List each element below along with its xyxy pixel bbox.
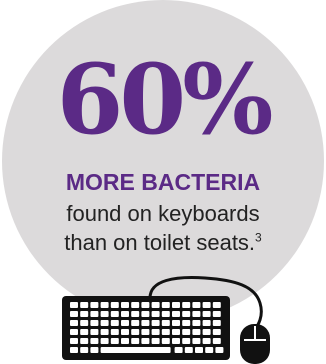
keyboard-key [110,338,119,344]
keyboard-key [192,329,201,335]
body-line-2: than on toilet seats.3 [0,228,326,257]
keyboard-key [141,311,150,317]
keyboard-key [151,311,160,317]
background-circle [2,0,324,322]
keyboard-key [131,302,140,308]
keyboard-key [90,311,99,317]
keyboard-key [202,338,211,344]
keyboard-key [151,338,160,344]
keyboard-key [80,302,89,308]
keyboard-key [70,338,78,344]
keyboard-key [182,311,191,317]
keyboard-key [90,338,99,344]
keyboard-key [172,338,180,344]
keyboard-key [184,347,193,353]
keyboard-key [70,329,78,335]
keyboard-key [192,320,201,326]
keyboard-key [182,338,191,344]
keyboard-key [70,311,78,317]
keyboard-key [70,320,78,326]
keyboard-key [192,338,201,344]
keyboard-key [80,347,89,353]
keyboard-key [161,338,170,344]
keyboard-key [131,338,140,344]
keyboard-key [212,329,221,335]
keyboard-key [161,320,170,326]
keyboard-key [212,338,221,344]
keyboard-key [121,329,129,335]
keyboard-key [100,320,109,326]
keyboard-key [151,320,160,326]
keyboard-key [100,329,109,335]
headline: MORE BACTERIA [65,169,261,195]
keyboard-key [100,347,171,353]
keyboard-key [202,320,211,326]
keyboard-key [141,329,150,335]
keyboard-key [110,329,119,335]
keyboard-key [70,347,78,353]
keyboard-key [100,302,109,308]
keyboard-key [121,338,129,344]
keyboard-key [141,338,150,344]
keyboard-and-mouse-illustration [62,276,270,364]
keyboard-key [90,320,99,326]
keyboard-key [161,311,170,317]
keyboard-key [202,329,211,335]
keyboard-key [110,311,119,317]
keyboard-key [172,320,180,326]
keyboard-key [151,302,160,308]
keyboard-icon [62,296,230,360]
body-text: found on keyboards than on toilet seats.… [0,199,326,257]
keyboard-key [131,329,140,335]
keyboard-key [141,302,150,308]
keyboard-key [121,302,129,308]
keyboard-key [161,329,170,335]
keyboard-key [80,311,89,317]
keyboard-key [70,302,78,308]
keyboard-key [172,311,180,317]
keyboard-key [121,320,129,326]
keyboard-key [141,320,150,326]
keyboard-key [110,320,119,326]
keyboard-key [100,311,109,317]
keyboard-key [172,329,180,335]
keyboard-key [174,347,183,353]
keyboard-key [151,329,160,335]
keyboard-key [172,302,180,308]
keyboard-key [192,311,201,317]
keyboard-key [90,347,99,353]
keyboard-key [121,311,129,317]
keyboard-key [212,302,221,308]
keyboard-key [202,311,211,317]
body-line-1: found on keyboards [66,201,260,226]
keyboard-key [212,320,221,326]
keyboard-key [90,329,99,335]
keyboard-key [90,302,99,308]
keyboard-key [212,311,221,317]
keyboard-key [182,329,191,335]
keyboard-key [202,302,211,308]
keyboard-key [80,320,89,326]
keyboard-key [80,329,89,335]
keyboard-key [192,302,201,308]
keyboard-key [131,320,140,326]
keyboard-key [215,347,224,353]
keyboard-key [182,302,191,308]
keyboard-key [182,320,191,326]
keyboard-key [195,347,203,353]
keyboard-key [80,338,89,344]
footnote-reference: 3 [255,230,262,245]
keyboard-key [161,302,170,308]
keyboard-key [131,311,140,317]
mouse-icon [240,324,270,364]
keyboard-key [110,302,119,308]
mouse-cable [148,276,263,332]
body-line-2-text: than on toilet seats. [64,230,256,255]
stat-value: 60% [56,43,274,156]
keyboard-key [100,338,109,344]
keyboard-key [205,347,214,353]
